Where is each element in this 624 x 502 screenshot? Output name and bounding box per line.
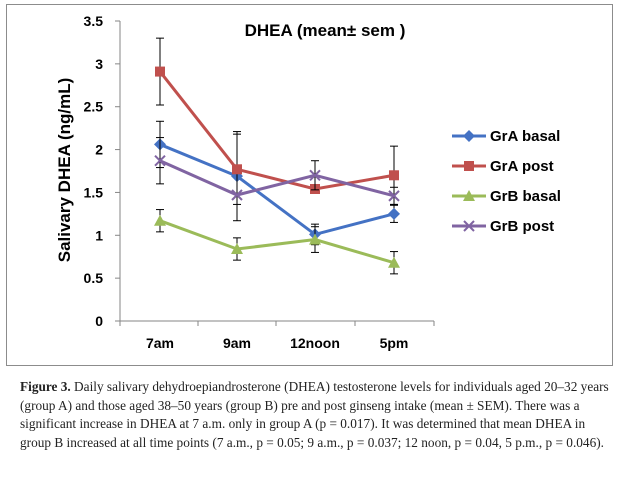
caption-label: Figure 3. <box>20 379 71 394</box>
chart-frame <box>6 4 613 366</box>
legend-entry: GrB basal <box>490 188 561 205</box>
y-tick-label: 1 <box>95 227 103 243</box>
x-tick-label: 5pm <box>380 335 409 351</box>
data-point <box>232 164 242 175</box>
legend-marker <box>463 220 475 232</box>
data-point <box>155 66 165 77</box>
y-tick-label: 3 <box>95 56 103 72</box>
series-line <box>158 70 395 191</box>
data-point <box>388 190 400 202</box>
y-axis-label: Salivary DHEA (ng/mL) <box>55 78 74 263</box>
data-point <box>389 170 399 181</box>
legend-marker <box>463 130 475 142</box>
data-point <box>154 155 166 167</box>
dhea-line-chart: 0 0.5 1 1.5 2 2.5 3 3.5 7am 9am 12noon 5pm Salivary … <box>55 13 561 351</box>
legend-entry: GrA basal <box>490 128 560 145</box>
legend-marker <box>464 161 474 171</box>
legend-entry: GrA post <box>490 158 554 175</box>
y-tick-label: 1.5 <box>84 184 104 200</box>
y-tick-label: 0.5 <box>84 270 104 286</box>
data-point <box>388 256 400 268</box>
x-tick-label: 12noon <box>290 335 340 351</box>
y-tick-label: 3.5 <box>84 13 104 29</box>
chart-title: DHEA (mean± sem ) <box>245 21 406 40</box>
legend-entry: GrB post <box>490 218 554 235</box>
data-point <box>309 233 321 245</box>
y-tick-label: 2 <box>95 142 103 158</box>
caption-text: Daily salivary dehydroepiandrosterone (D… <box>20 379 609 450</box>
data-point <box>388 207 400 220</box>
x-tick-label: 9am <box>223 335 251 351</box>
data-point <box>154 214 166 226</box>
data-point <box>309 169 321 181</box>
data-point <box>231 189 243 201</box>
x-tick-label: 7am <box>146 335 174 351</box>
legend-marker <box>463 190 475 201</box>
series-line <box>159 219 395 265</box>
data-point <box>231 243 243 254</box>
series-line <box>159 143 395 237</box>
series-line <box>159 159 395 198</box>
figure-caption: Figure 3. Daily salivary dehydroepiandro… <box>20 378 615 452</box>
y-tick-label: 0 <box>95 313 103 329</box>
y-tick-label: 2.5 <box>84 99 104 115</box>
